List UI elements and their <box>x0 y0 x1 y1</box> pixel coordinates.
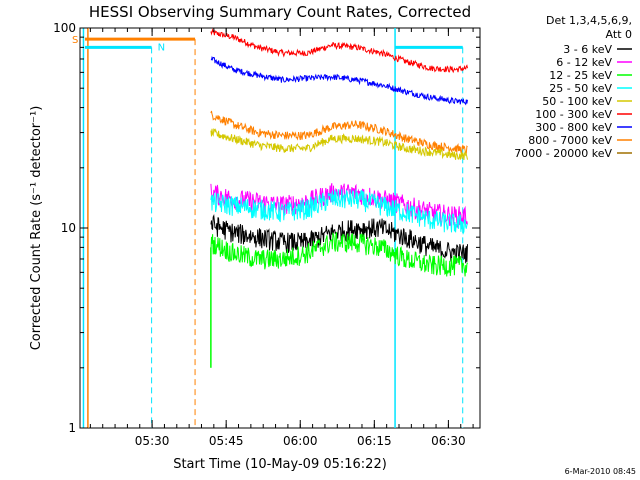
x-tick-label-4: 06:30 <box>431 434 466 448</box>
x-tick-label-1: 05:45 <box>209 434 244 448</box>
legend-label-4: 50 - 100 keV <box>542 95 612 108</box>
y-tick-label-2: 100 <box>53 21 76 35</box>
legend-label-0: 3 - 6 keV <box>563 43 612 56</box>
y-axis-label: Corrected Count Rate (s⁻¹ detector⁻¹) <box>29 106 44 351</box>
series-line-1 <box>210 55 468 106</box>
footer-timestamp: 6-Mar-2010 08:45 <box>565 467 636 476</box>
legend-label-5: 100 - 300 keV <box>535 108 612 121</box>
flag-label-n: N <box>158 42 165 53</box>
legend-label-7: 800 - 7000 keV <box>528 134 612 147</box>
legend-header-line-2: Att 0 <box>606 28 632 41</box>
legend-label-6: 300 - 800 keV <box>535 121 612 134</box>
series-line-6 <box>210 214 468 264</box>
series-line-0 <box>210 28 468 74</box>
axis-ticks: 1 10 100 05:30 05:45 06:00 06:15 06:30 <box>53 21 480 448</box>
legend-header-line-1: Det 1,3,4,5,6,9, <box>546 14 632 27</box>
series-line-2 <box>210 110 468 156</box>
x-tick-label-2: 06:00 <box>283 434 318 448</box>
legend-label-8: 7000 - 20000 keV <box>514 147 612 160</box>
legend-label-3: 25 - 50 keV <box>549 82 612 95</box>
series-line-5 <box>210 188 468 236</box>
y-tick-label-0: 1 <box>68 421 76 435</box>
legend-label-2: 12 - 25 keV <box>549 69 612 82</box>
x-tick-label-3: 06:15 <box>357 434 392 448</box>
legend-label-1: 6 - 12 keV <box>556 56 612 69</box>
series-line-3 <box>210 128 468 161</box>
chart-title: HESSI Observing Summary Count Rates, Cor… <box>89 3 471 21</box>
x-axis-label: Start Time (10-May-09 05:16:22) <box>173 457 387 472</box>
series-line-7 <box>210 231 468 277</box>
y-tick-label-1: 10 <box>61 221 76 235</box>
series-lines <box>210 28 468 368</box>
flag-bars: SN <box>72 35 463 53</box>
x-tick-label-0: 05:30 <box>135 434 170 448</box>
flag-label-s: S <box>72 35 78 46</box>
